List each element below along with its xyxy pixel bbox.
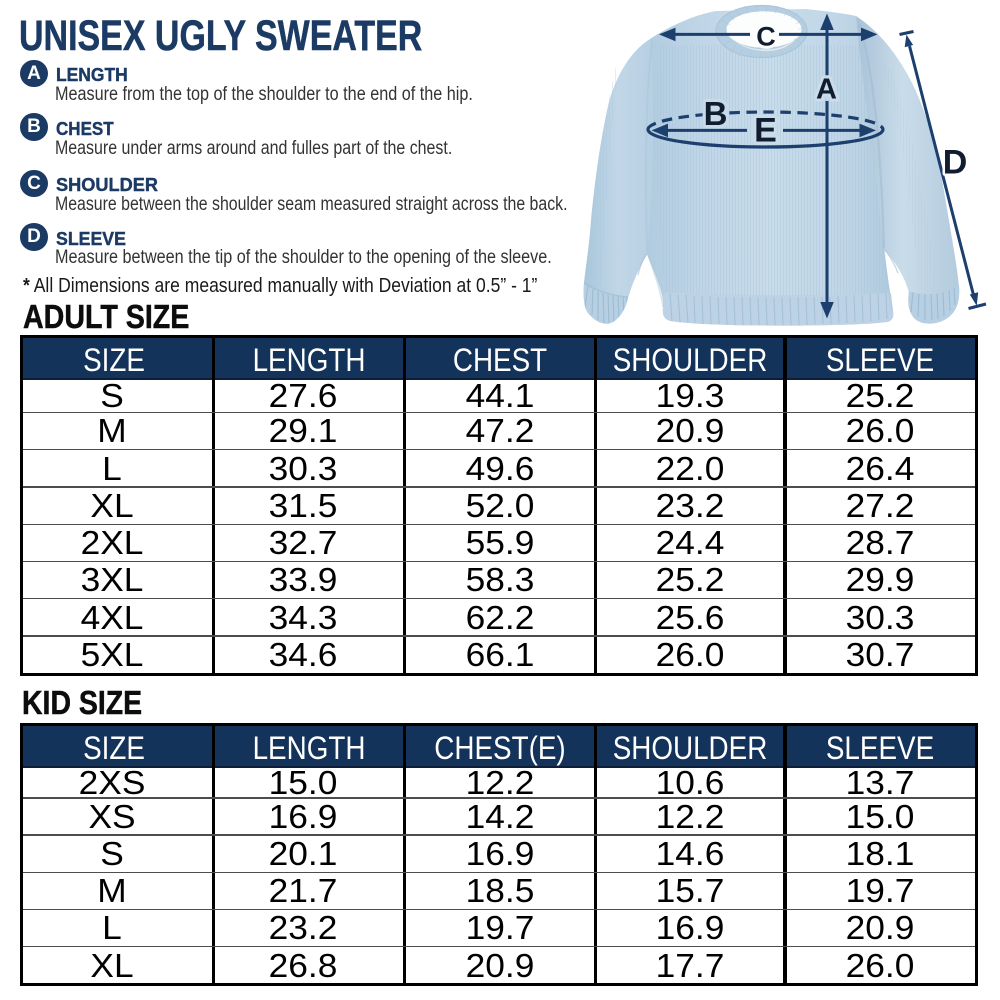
svg-text:C: C bbox=[756, 21, 776, 51]
svg-text:B: B bbox=[704, 95, 728, 132]
svg-text:D: D bbox=[943, 144, 968, 182]
svg-text:E: E bbox=[754, 112, 777, 150]
svg-text:A: A bbox=[816, 74, 837, 106]
